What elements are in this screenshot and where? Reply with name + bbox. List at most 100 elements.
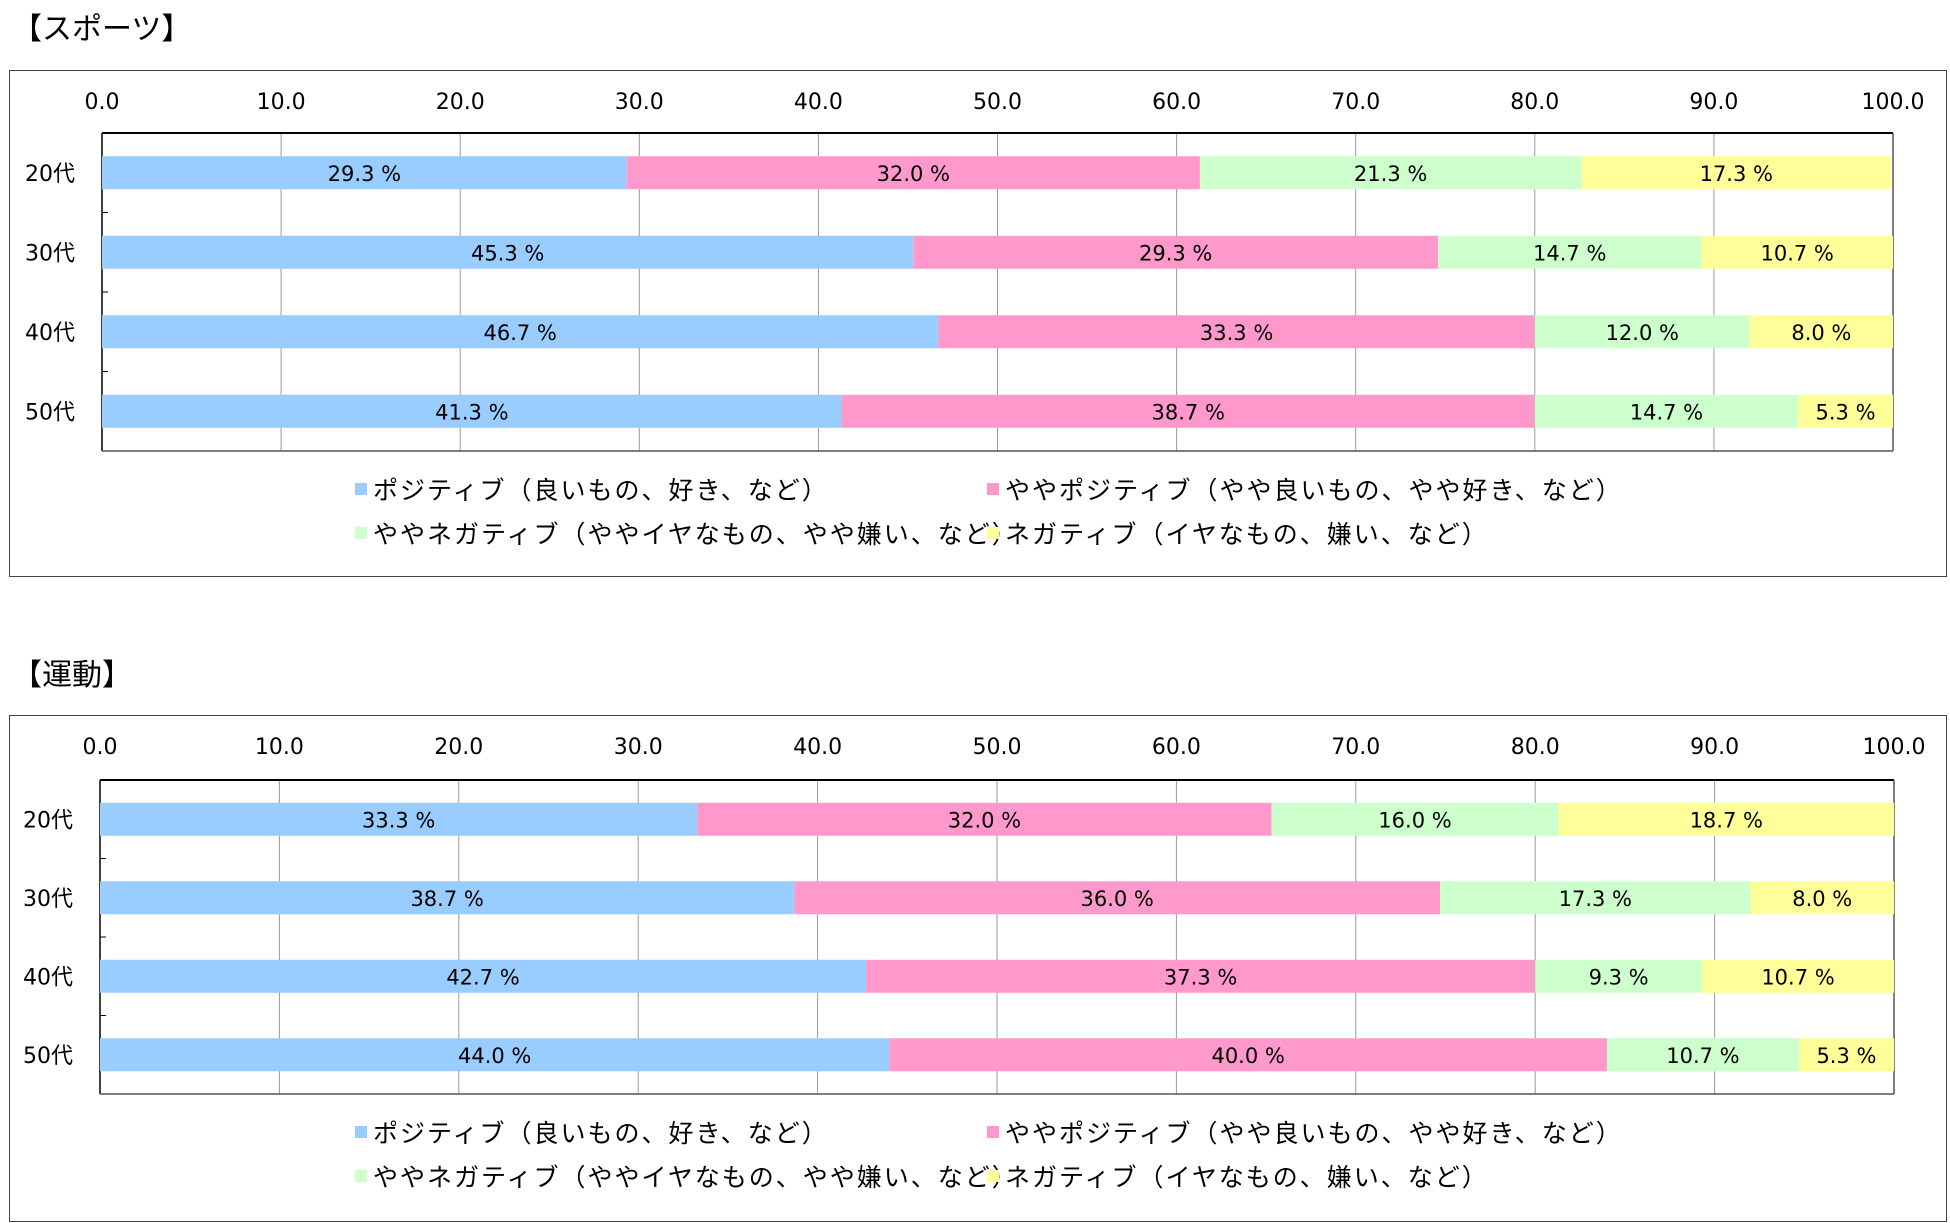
data-label: 36.0 % [1081, 887, 1154, 911]
bar-segment [102, 315, 939, 349]
y-category-label: 30代 [23, 887, 73, 912]
data-label: 33.3 % [1200, 321, 1273, 345]
bar-segment [794, 881, 1441, 915]
x-tick-label: 50.0 [973, 90, 1022, 115]
data-label: 40.0 % [1211, 1044, 1284, 1068]
legend-label-positive: ポジティブ（良いもの、好き、など） [373, 1119, 829, 1148]
bar-segment [100, 802, 698, 836]
bar-segment [1271, 802, 1559, 836]
data-label: 10.7 % [1761, 965, 1834, 989]
legend-label-negative: ネガティブ（イヤなもの、嫌い、など） [1005, 520, 1489, 549]
legend-swatch-positive [355, 1126, 367, 1138]
x-tick-label: 40.0 [793, 735, 842, 760]
bar-segment [1702, 959, 1894, 993]
legend-item-negative: ネガティブ（イヤなもの、嫌い、など） [987, 1158, 1489, 1194]
data-label: 17.3 % [1700, 162, 1773, 186]
legend-swatch-somewhat-negative [355, 527, 367, 539]
data-label: 42.7 % [446, 965, 519, 989]
x-tick-label: 40.0 [794, 90, 843, 115]
bar-segment [100, 881, 795, 915]
data-label: 5.3 % [1816, 400, 1876, 424]
bar-segment [102, 394, 842, 428]
data-label: 32.0 % [948, 808, 1021, 832]
x-tick-label: 100.0 [1862, 90, 1925, 115]
x-tick-label: 80.0 [1511, 735, 1560, 760]
legend-item-somewhat-negative: ややネガティブ（ややイヤなもの、やや嫌い、など） [355, 515, 1019, 551]
legend-label-somewhat-positive: ややポジティブ（やや良いもの、やや好き、など） [1005, 1119, 1623, 1148]
legend-sports: ポジティブ（良いもの、好き、など） ややポジティブ（やや良いもの、やや好き、など… [10, 471, 1946, 571]
chart-panel-sports: 0.0 10.0 20.0 30.0 40.0 50.0 60.0 70.0 80.0 90.0 1… [9, 70, 1947, 577]
data-label: 32.0 % [877, 162, 950, 186]
bar-segment [1534, 394, 1799, 428]
y-category-label: 20代 [23, 808, 73, 833]
bar-segment [1701, 235, 1893, 269]
bar-segment [1535, 959, 1703, 993]
data-label: 29.3 % [328, 162, 401, 186]
legend-item-positive: ポジティブ（良いもの、好き、など） [355, 1114, 829, 1150]
legend-item-positive: ポジティブ（良いもの、好き、など） [355, 471, 829, 507]
legend-swatch-negative [987, 527, 999, 539]
data-label: 10.7 % [1666, 1044, 1739, 1068]
data-label: 14.7 % [1533, 241, 1606, 265]
legend-label-somewhat-positive: ややポジティブ（やや良いもの、やや好き、など） [1005, 476, 1623, 505]
x-tick-label: 80.0 [1510, 90, 1559, 115]
data-label: 41.3 % [435, 400, 508, 424]
data-label: 38.7 % [410, 887, 483, 911]
bar-segment [1558, 802, 1894, 836]
bar-segment [1199, 156, 1582, 190]
bar-segment [1440, 881, 1751, 915]
x-tick-label: 60.0 [1152, 735, 1201, 760]
bar-segment [866, 959, 1536, 993]
x-tick-label: 20.0 [434, 735, 483, 760]
chart-panel-exercise: 0.0 10.0 20.0 30.0 40.0 50.0 60.0 70.0 80.0 90.0 1… [9, 715, 1947, 1222]
legend-label-negative: ネガティブ（イヤなもの、嫌い、など） [1005, 1163, 1489, 1192]
data-label: 10.7 % [1760, 241, 1833, 265]
y-category-label: 30代 [25, 241, 75, 266]
bar-segment [1750, 881, 1894, 915]
bar-segment [1606, 1038, 1799, 1072]
x-tick-label: 30.0 [615, 90, 664, 115]
y-category-label: 50代 [25, 400, 75, 425]
data-label: 17.3 % [1559, 887, 1632, 911]
data-label: 8.0 % [1792, 887, 1852, 911]
bar-segment [1581, 156, 1892, 190]
y-category-label: 20代 [25, 162, 75, 187]
legend-item-negative: ネガティブ（イヤなもの、嫌い、など） [987, 515, 1489, 551]
x-tick-label: 20.0 [436, 90, 485, 115]
legend-label-positive: ポジティブ（良いもの、好き、など） [373, 476, 829, 505]
data-label: 37.3 % [1164, 965, 1237, 989]
x-tick-label: 50.0 [973, 735, 1022, 760]
bar-segment [889, 1038, 1607, 1072]
x-tick-label: 70.0 [1331, 90, 1380, 115]
bar-segment [1798, 394, 1893, 428]
data-label: 21.3 % [1354, 162, 1427, 186]
bar-segment [841, 394, 1535, 428]
data-label: 12.0 % [1606, 321, 1679, 345]
y-category-label: 40代 [23, 965, 73, 990]
legend-swatch-positive [355, 483, 367, 495]
x-tick-label: 60.0 [1152, 90, 1201, 115]
data-label: 44.0 % [458, 1044, 531, 1068]
legend-item-somewhat-positive: ややポジティブ（やや良いもの、やや好き、など） [987, 1114, 1623, 1150]
data-label: 29.3 % [1139, 241, 1212, 265]
legend-label-somewhat-negative: ややネガティブ（ややイヤなもの、やや嫌い、など） [373, 520, 1019, 549]
data-label: 45.3 % [471, 241, 544, 265]
x-tick-label: 0.0 [83, 735, 118, 760]
data-label: 38.7 % [1152, 400, 1225, 424]
x-tick-label: 10.0 [257, 90, 306, 115]
chart-title-sports: 【スポーツ】 [12, 12, 192, 47]
x-tick-label: 100.0 [1863, 735, 1926, 760]
bar-segment [913, 235, 1439, 269]
data-label: 9.3 % [1589, 965, 1649, 989]
legend-swatch-somewhat-negative [355, 1170, 367, 1182]
data-label: 46.7 % [484, 321, 557, 345]
legend-exercise: ポジティブ（良いもの、好き、など） ややポジティブ（やや良いもの、やや好き、など… [10, 1114, 1946, 1214]
y-category-label: 40代 [25, 321, 75, 346]
bar-segment [938, 315, 1535, 349]
data-label: 18.7 % [1690, 808, 1763, 832]
x-tick-label: 0.0 [85, 90, 120, 115]
bar-segment [1749, 315, 1893, 349]
legend-item-somewhat-positive: ややポジティブ（やや良いもの、やや好き、など） [987, 471, 1623, 507]
x-tick-label: 90.0 [1689, 90, 1738, 115]
bar-segment [102, 156, 627, 190]
